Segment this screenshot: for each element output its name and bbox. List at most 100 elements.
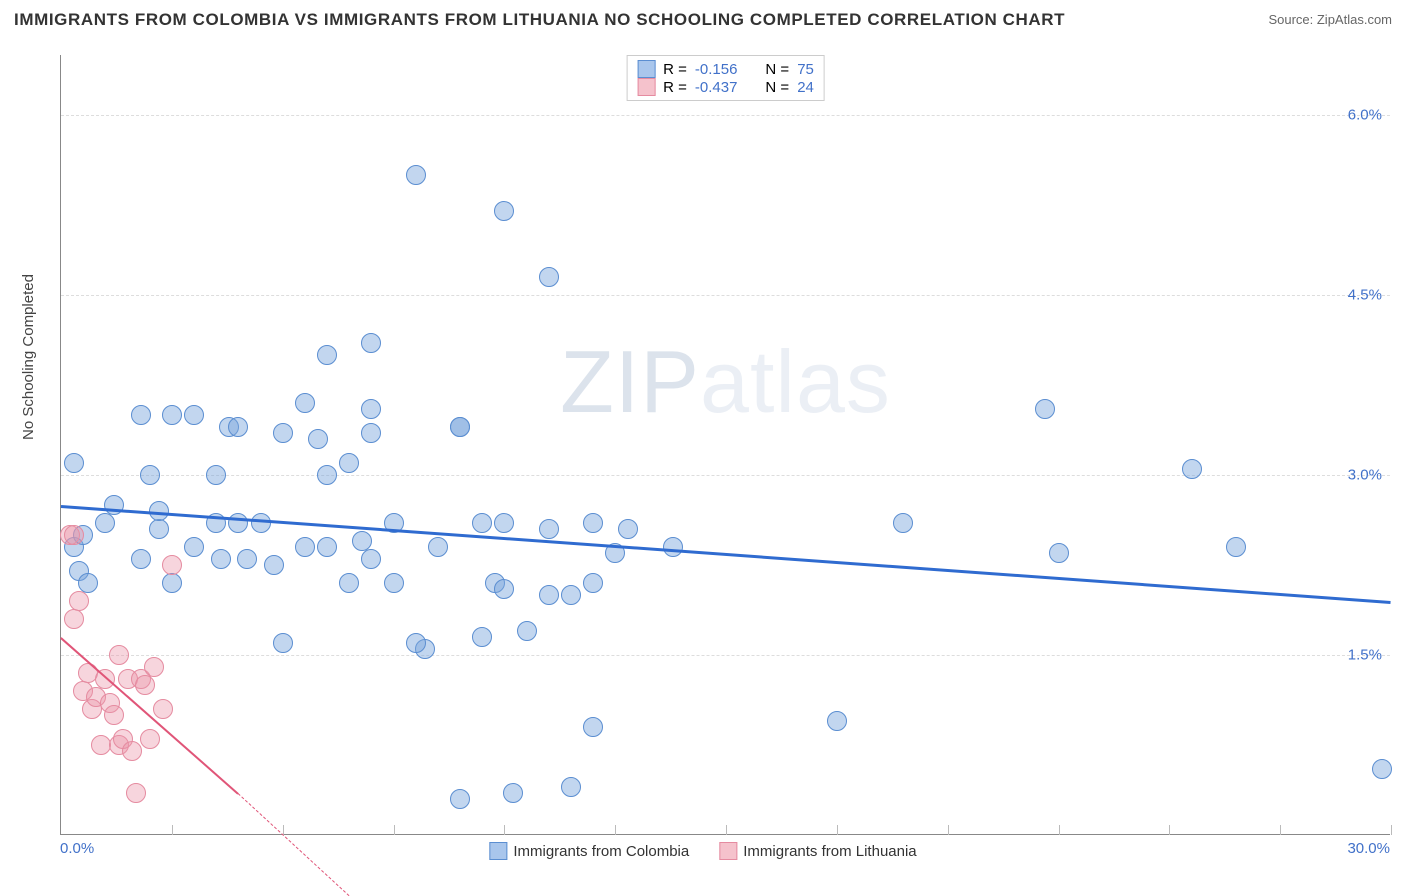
scatter-point [1049, 543, 1069, 563]
scatter-point [184, 405, 204, 425]
r-value: -0.437 [695, 79, 738, 96]
ytick-label: 3.0% [1348, 467, 1382, 484]
chart-container: IMMIGRANTS FROM COLOMBIA VS IMMIGRANTS F… [0, 0, 1406, 892]
scatter-point [1035, 399, 1055, 419]
scatter-point [361, 399, 381, 419]
scatter-point [539, 519, 559, 539]
scatter-point [184, 537, 204, 557]
scatter-point [494, 513, 514, 533]
scatter-point [64, 453, 84, 473]
scatter-point [618, 519, 638, 539]
xtick-mark [615, 825, 616, 835]
scatter-point [251, 513, 271, 533]
scatter-point [228, 513, 248, 533]
scatter-point [140, 729, 160, 749]
r-label: R = [663, 61, 687, 78]
scatter-point [339, 453, 359, 473]
scatter-point [450, 789, 470, 809]
scatter-point [126, 783, 146, 803]
scatter-point [893, 513, 913, 533]
scatter-point [352, 531, 372, 551]
watermark-bold: ZIP [560, 332, 700, 431]
scatter-point [273, 423, 293, 443]
legend-swatch [637, 60, 655, 78]
scatter-point [539, 267, 559, 287]
scatter-point [583, 513, 603, 533]
scatter-point [162, 573, 182, 593]
ytick-label: 1.5% [1348, 647, 1382, 664]
xtick-mark [837, 825, 838, 835]
legend-swatch [489, 842, 507, 860]
legend-correlation-row: R = -0.156 N = 75 [637, 60, 814, 78]
scatter-point [361, 549, 381, 569]
plot-area: ZIPatlas R = -0.156 N = 75R = -0.437 N = 24 1.… [60, 55, 1390, 835]
n-label: N = [765, 61, 789, 78]
scatter-point [561, 777, 581, 797]
xaxis-min-label: 0.0% [60, 840, 94, 857]
scatter-point [384, 573, 404, 593]
scatter-point [472, 513, 492, 533]
scatter-point [211, 549, 231, 569]
scatter-point [144, 657, 164, 677]
yaxis-label: No Schooling Completed [20, 274, 37, 440]
scatter-point [64, 609, 84, 629]
scatter-point [317, 537, 337, 557]
xtick-mark [1059, 825, 1060, 835]
n-value: 75 [797, 61, 814, 78]
gridline-h [61, 295, 1390, 296]
scatter-point [295, 537, 315, 557]
scatter-point [583, 573, 603, 593]
scatter-point [135, 675, 155, 695]
scatter-point [472, 627, 492, 647]
n-value: 24 [797, 79, 814, 96]
legend-series-label: Immigrants from Colombia [513, 843, 689, 860]
gridline-h [61, 655, 1390, 656]
scatter-point [131, 405, 151, 425]
legend-swatch [719, 842, 737, 860]
scatter-point [406, 633, 426, 653]
scatter-point [95, 513, 115, 533]
scatter-point [162, 405, 182, 425]
scatter-point [1372, 759, 1392, 779]
scatter-point [428, 537, 448, 557]
n-label: N = [765, 79, 789, 96]
scatter-point [295, 393, 315, 413]
scatter-point [317, 465, 337, 485]
trend-line-dashed [238, 793, 350, 896]
scatter-point [494, 579, 514, 599]
xtick-mark [948, 825, 949, 835]
scatter-point [361, 423, 381, 443]
legend-series-item: Immigrants from Lithuania [719, 842, 916, 860]
scatter-point [69, 591, 89, 611]
legend-series: Immigrants from Colombia Immigrants from … [489, 842, 916, 860]
scatter-point [1182, 459, 1202, 479]
scatter-point [1226, 537, 1246, 557]
scatter-point [78, 573, 98, 593]
scatter-point [206, 465, 226, 485]
legend-series-item: Immigrants from Colombia [489, 842, 689, 860]
r-value: -0.156 [695, 61, 738, 78]
scatter-point [317, 345, 337, 365]
gridline-h [61, 115, 1390, 116]
scatter-point [339, 573, 359, 593]
scatter-point [64, 525, 84, 545]
scatter-point [140, 465, 160, 485]
scatter-point [827, 711, 847, 731]
ytick-label: 6.0% [1348, 107, 1382, 124]
scatter-point [104, 705, 124, 725]
xtick-mark [1169, 825, 1170, 835]
scatter-point [237, 549, 257, 569]
source-label: Source: ZipAtlas.com [1268, 12, 1392, 27]
xaxis-max-label: 30.0% [1347, 840, 1390, 857]
watermark: ZIPatlas [560, 331, 891, 433]
scatter-point [361, 333, 381, 353]
scatter-point [273, 633, 293, 653]
ytick-label: 4.5% [1348, 287, 1382, 304]
scatter-point [104, 495, 124, 515]
trend-line [61, 505, 1391, 603]
scatter-point [539, 585, 559, 605]
scatter-point [561, 585, 581, 605]
scatter-point [228, 417, 248, 437]
chart-title: IMMIGRANTS FROM COLOMBIA VS IMMIGRANTS F… [14, 10, 1065, 30]
xtick-mark [172, 825, 173, 835]
